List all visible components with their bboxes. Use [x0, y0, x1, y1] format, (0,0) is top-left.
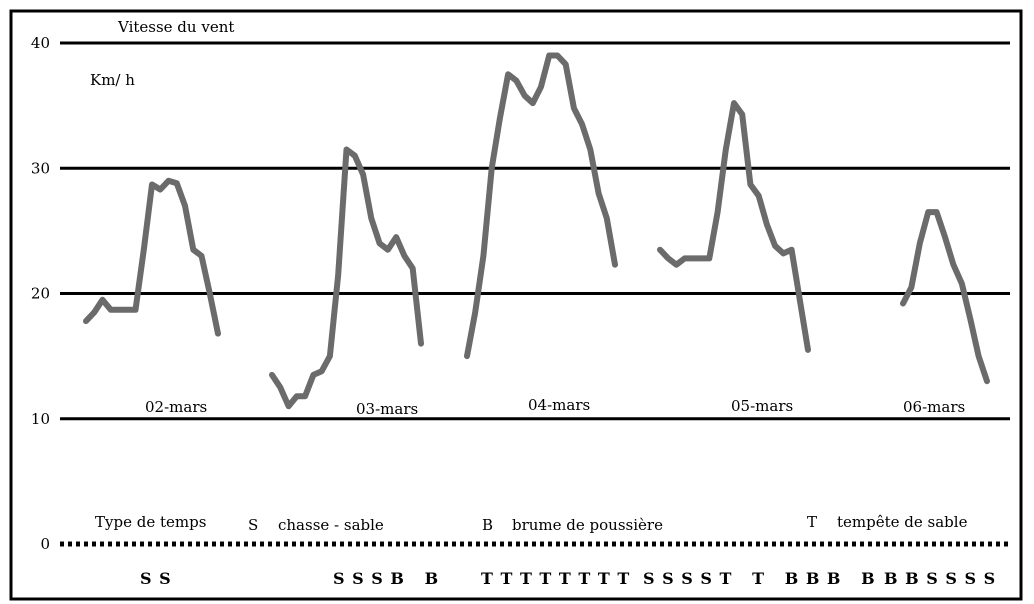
legend-code-t: T: [807, 513, 817, 531]
day-label-2: 03-mars: [356, 400, 418, 418]
weather-codes-day-3: T T T T T T T T: [481, 569, 630, 588]
y-axis-unit: Km/ h: [90, 71, 135, 89]
weather-codes-day-5: B B S S S S: [884, 569, 996, 588]
weather-codes-day-1: S S: [140, 569, 172, 588]
legend-code-s: S: [248, 516, 258, 534]
y-tick-labels: 0 10 20 30 40: [31, 34, 50, 553]
y-tick-label-30: 30: [31, 159, 50, 177]
day-labels: 02-mars 03-mars 04-mars 05-mars 06-mars: [145, 396, 965, 418]
day-label-5: 06-mars: [903, 398, 965, 416]
day-label-1: 02-mars: [145, 398, 207, 416]
y-tick-label-10: 10: [31, 410, 50, 428]
series-line-day-3: [464, 52, 618, 360]
gridlines: [60, 41, 1010, 421]
wind-series: [83, 52, 990, 410]
legend-text-b: brume de poussière: [512, 516, 663, 534]
y-tick-label-0: 0: [40, 535, 50, 553]
weather-codes-day-2: S S S B B: [333, 569, 439, 588]
legend-text-s: chasse - sable: [278, 516, 384, 534]
series-line-day-2: [269, 146, 424, 410]
series-line-day-1: [83, 177, 221, 337]
chart-frame: [9, 9, 1023, 601]
weather-type-legend: Type de temps S chasse - sable B brume d…: [95, 513, 968, 534]
series-line-day-5: [900, 209, 990, 385]
y-tick-label-40: 40: [31, 34, 50, 52]
y-axis-title: Vitesse du vent: [117, 18, 234, 36]
legend-code-b: B: [482, 516, 493, 534]
weather-legend-title: Type de temps: [95, 513, 206, 531]
weather-codes-day-4: S S S S T T B B B B: [643, 569, 876, 588]
day-label-3: 04-mars: [528, 396, 590, 414]
legend-text-t: tempête de sable: [837, 513, 968, 531]
day-label-4: 05-mars: [731, 397, 793, 415]
series-line-day-4: [657, 100, 811, 353]
weather-codes-row: S S S S S B B T T T T T T T T S S S S T …: [140, 569, 996, 588]
y-tick-label-20: 20: [31, 285, 50, 303]
